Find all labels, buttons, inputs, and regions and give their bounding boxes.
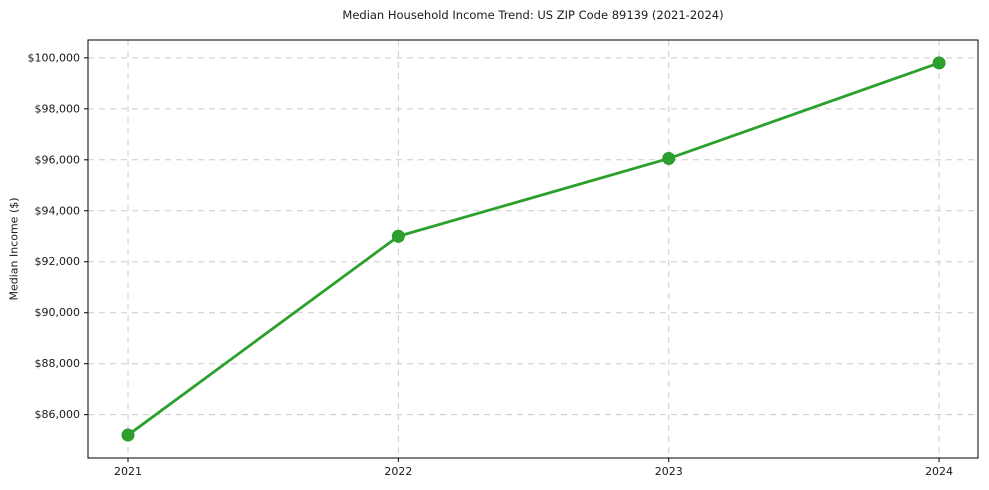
y-tick-label: $88,000: [35, 357, 81, 370]
income-trend-line: [126, 61, 941, 437]
y-tick-label: $98,000: [35, 102, 81, 115]
data-point-2021: [121, 428, 135, 442]
data-point-2024: [932, 56, 946, 70]
x-tick-label: 2024: [925, 465, 953, 478]
data-point-2023: [662, 152, 676, 166]
chart-title: Median Household Income Trend: US ZIP Co…: [342, 8, 724, 22]
y-tick-label: $96,000: [35, 153, 81, 166]
y-tick-label: $100,000: [28, 51, 81, 64]
y-tick-label: $94,000: [35, 204, 81, 217]
plot-frame: [87, 39, 979, 459]
y-tick-label: $92,000: [35, 255, 81, 268]
y-tick-label: $86,000: [35, 408, 81, 421]
y-tick-label: $90,000: [35, 306, 81, 319]
x-tick-label: 2023: [655, 465, 683, 478]
x-tick-label: 2021: [114, 465, 142, 478]
data-point-2022: [391, 229, 405, 243]
x-tick-label: 2022: [384, 465, 412, 478]
